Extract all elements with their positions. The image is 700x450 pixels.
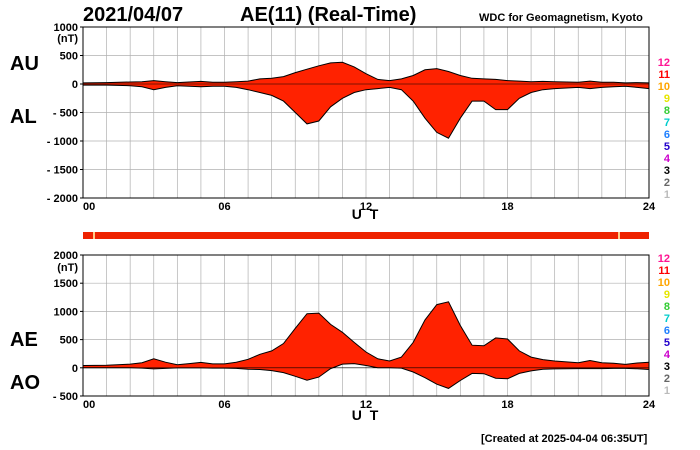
y-tick-label: 0 bbox=[72, 363, 78, 375]
x-tick-label: 18 bbox=[501, 201, 513, 213]
plot-frame bbox=[82, 254, 650, 397]
series-lower-line bbox=[83, 84, 650, 139]
series-name-top: AE bbox=[10, 329, 38, 351]
station-legend-label: 6 bbox=[664, 129, 670, 141]
station-legend-label: 1 bbox=[664, 189, 670, 201]
y-tick-label: 2000 bbox=[54, 250, 78, 262]
x-tick-label: 00 bbox=[83, 399, 95, 411]
y-tick-label: - 500 bbox=[53, 108, 78, 120]
station-legend-label: 7 bbox=[664, 117, 670, 129]
station-legend-label: 9 bbox=[664, 289, 670, 301]
station-legend-label: 8 bbox=[664, 105, 670, 117]
x-tick-label: 06 bbox=[218, 399, 230, 411]
source-label: WDC for Geomagnetism, Kyoto bbox=[479, 12, 643, 24]
series-upper-line bbox=[82, 301, 650, 366]
y-tick-label: - 2000 bbox=[47, 193, 78, 205]
series-name-bottom: AL bbox=[10, 106, 37, 128]
series-name-bottom: AO bbox=[10, 372, 40, 394]
station-legend-label: 10 bbox=[658, 277, 670, 289]
y-tick-label: 0 bbox=[72, 79, 78, 91]
status-bar-mark bbox=[93, 232, 95, 239]
x-tick-label: 12 bbox=[360, 399, 372, 411]
y-tick-label: 1000 bbox=[54, 22, 78, 34]
y-tick-label: 1500 bbox=[54, 278, 78, 290]
date-label: 2021/04/07 bbox=[83, 4, 184, 26]
y-unit-label: (nT) bbox=[57, 33, 78, 45]
status-bar-mark bbox=[618, 232, 620, 239]
series-name-top: AU bbox=[10, 53, 39, 75]
station-legend-label: 6 bbox=[664, 325, 670, 337]
x-tick-label: 00 bbox=[83, 201, 95, 213]
y-tick-label: - 1500 bbox=[47, 165, 78, 177]
station-legend-label: 8 bbox=[664, 301, 670, 313]
y-tick-label: - 1000 bbox=[47, 136, 78, 148]
x-tick-label: 06 bbox=[218, 201, 230, 213]
y-tick-label: 500 bbox=[60, 335, 78, 347]
y-unit-label: (nT) bbox=[57, 262, 78, 274]
station-legend-label: 7 bbox=[664, 313, 670, 325]
y-tick-label: 500 bbox=[60, 51, 78, 63]
station-legend-label: 3 bbox=[664, 165, 670, 177]
station-legend-label: 3 bbox=[664, 361, 670, 373]
created-label: [Created at 2025-04-04 06:35UT] bbox=[481, 433, 648, 445]
station-legend-label: 2 bbox=[664, 373, 670, 385]
station-legend-label: 11 bbox=[658, 265, 670, 277]
station-legend-label: 9 bbox=[664, 93, 670, 105]
station-legend-label: 5 bbox=[664, 337, 670, 349]
station-legend-label: 1 bbox=[664, 385, 670, 397]
x-tick-label: 24 bbox=[643, 201, 656, 213]
chart-title: AE(11) (Real-Time) bbox=[240, 4, 417, 26]
station-legend-label: 12 bbox=[658, 253, 670, 265]
station-legend-label: 12 bbox=[658, 57, 670, 69]
station-legend-label: 4 bbox=[664, 349, 671, 361]
x-axis-label: U T bbox=[352, 407, 381, 423]
area-fill bbox=[83, 301, 649, 389]
y-tick-label: 1000 bbox=[54, 306, 78, 318]
status-bar bbox=[83, 232, 649, 239]
station-legend-label: 11 bbox=[658, 69, 670, 81]
station-legend-label: 2 bbox=[664, 177, 670, 189]
series-upper-line bbox=[82, 61, 650, 84]
x-tick-label: 24 bbox=[643, 399, 656, 411]
station-legend-label: 10 bbox=[658, 81, 670, 93]
area-fill bbox=[83, 62, 649, 139]
x-axis-label: U T bbox=[352, 206, 381, 222]
x-tick-label: 12 bbox=[360, 201, 372, 213]
station-legend-label: 5 bbox=[664, 141, 670, 153]
station-legend-label: 4 bbox=[664, 153, 671, 165]
x-tick-label: 18 bbox=[501, 399, 513, 411]
y-tick-label: - 500 bbox=[53, 391, 78, 403]
